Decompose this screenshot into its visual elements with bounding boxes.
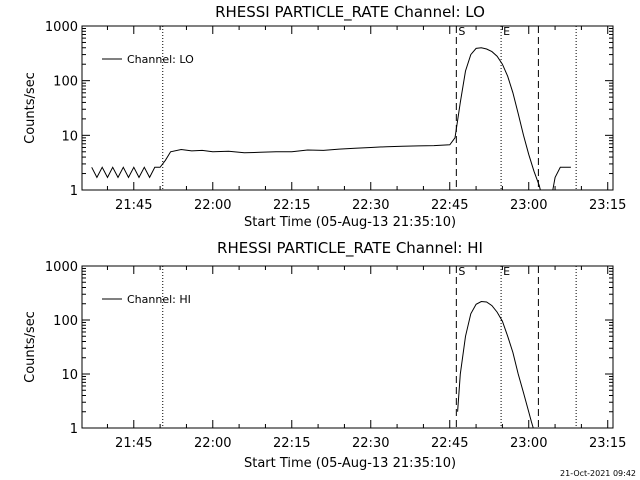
chart1-y-tick-label: 10 xyxy=(61,368,78,383)
chart0-x-tick-label: 21:45 xyxy=(115,198,152,213)
chart0-y-tick-label: 100 xyxy=(53,75,78,90)
chart1-x-tick-label: 21:45 xyxy=(115,436,152,451)
chart1-event-marker-label: S xyxy=(458,265,465,278)
chart1-x-tick-label: 22:30 xyxy=(352,436,389,451)
chart0-y-tick-label: 1 xyxy=(70,184,78,199)
chart0-event-marker-label: E xyxy=(503,25,510,38)
chart0-y-tick-label: 1000 xyxy=(45,20,78,35)
lo-chart-title: RHESSI PARTICLE_RATE Channel: LO xyxy=(215,3,485,22)
chart0-x-tick-label: 22:45 xyxy=(431,198,468,213)
lo-x-axis-label: Start Time (05-Aug-13 21:35:10) xyxy=(244,215,456,230)
chart1-series-line xyxy=(457,300,534,428)
hi-y-axis-label: Counts/sec xyxy=(23,311,38,383)
chart1-event-marker-label: E xyxy=(503,265,510,278)
chart1-legend-label: Channel: HI xyxy=(127,293,191,306)
hi-chart-title: RHESSI PARTICLE_RATE Channel: HI xyxy=(217,239,483,258)
hi-channel-panel: RHESSI PARTICLE_RATE Channel: HI Start T… xyxy=(23,239,626,471)
chart0-x-tick-label: 23:15 xyxy=(589,198,626,213)
generation-timestamp: 21-Oct-2021 09:42 xyxy=(560,469,636,478)
hi-x-axis-label: Start Time (05-Aug-13 21:35:10) xyxy=(244,456,456,471)
chart1-y-tick-label: 100 xyxy=(53,314,78,329)
chart0-legend-label: Channel: LO xyxy=(127,53,194,66)
chart0-x-tick-label: 22:15 xyxy=(273,198,310,213)
chart1-x-tick-label: 22:00 xyxy=(194,436,231,451)
chart1-y-tick-label: 1 xyxy=(70,422,78,437)
chart1-x-tick-label: 22:45 xyxy=(431,436,468,451)
chart0-event-marker-label: S xyxy=(458,25,465,38)
chart1-x-tick-label: 23:00 xyxy=(510,436,547,451)
chart1-x-tick-label: 22:15 xyxy=(273,436,310,451)
chart0-x-tick-label: 22:30 xyxy=(352,198,389,213)
chart1-y-tick-label: 1000 xyxy=(45,260,78,275)
lo-y-axis-label: Counts/sec xyxy=(23,72,38,144)
chart1-x-tick-label: 23:15 xyxy=(589,436,626,451)
lo-channel-panel: RHESSI PARTICLE_RATE Channel: LO Start T… xyxy=(23,3,626,230)
chart0-series-line xyxy=(91,47,571,190)
chart0-plot-frame xyxy=(81,25,614,191)
chart1-plot-frame xyxy=(81,265,614,429)
chart0-x-tick-label: 22:00 xyxy=(194,198,231,213)
chart0-y-tick-label: 10 xyxy=(61,129,78,144)
chart0-x-tick-label: 23:00 xyxy=(510,198,547,213)
